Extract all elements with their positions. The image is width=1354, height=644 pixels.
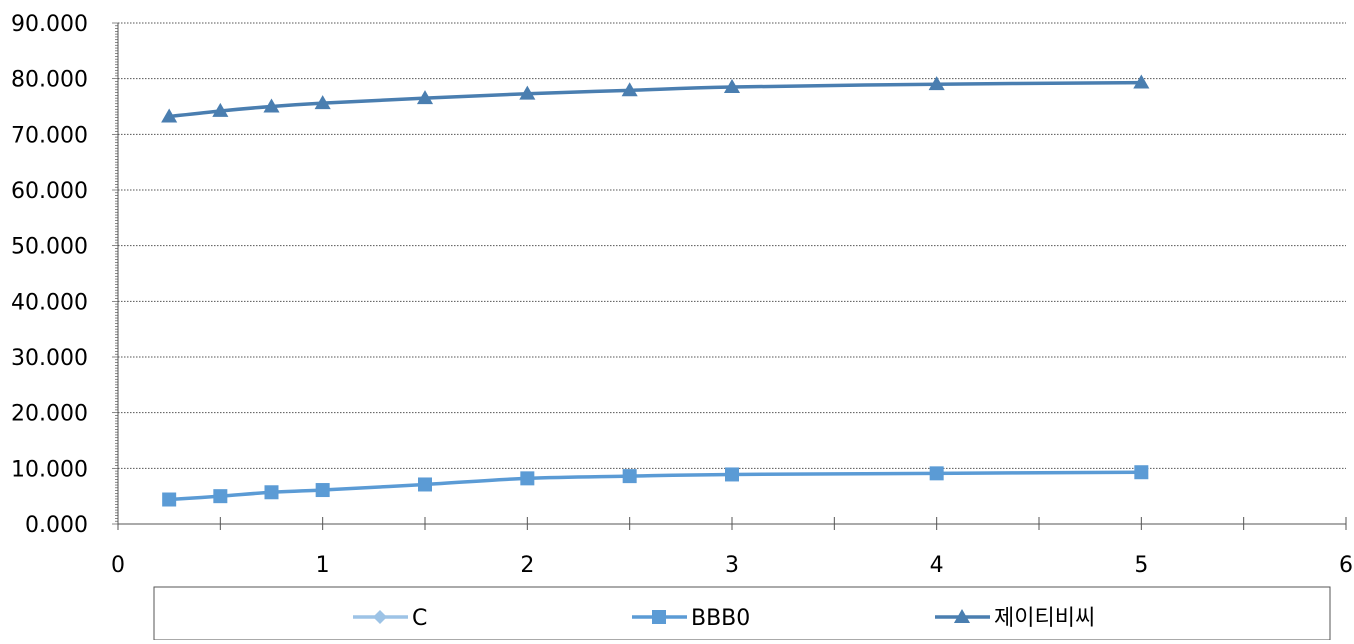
- data-point: [315, 483, 330, 498]
- y-tick-label: 10.000: [11, 457, 88, 482]
- x-tick-label: 1: [316, 553, 330, 578]
- y-tick-label: 70.000: [11, 123, 88, 148]
- legend-label: 제이티비씨: [994, 606, 1095, 631]
- y-tick-label: 20.000: [11, 402, 88, 427]
- x-tick-label: 3: [725, 553, 739, 578]
- series-2: [162, 465, 1149, 507]
- y-tick-label: 60.000: [11, 179, 88, 204]
- data-point: [212, 102, 229, 117]
- data-point: [162, 492, 177, 507]
- data-point: [622, 469, 637, 484]
- data-point: [928, 76, 945, 91]
- x-tick-label: 6: [1339, 553, 1353, 578]
- y-tick-label: 50.000: [11, 235, 88, 260]
- legend: C BBB0 제이티비씨: [153, 586, 1331, 641]
- data-point: [1133, 74, 1150, 89]
- y-tick-label: 40.000: [11, 290, 88, 315]
- y-axis-tick-labels: 0.000 10.000 20.000 30.000 40.000 50.000 60.00…: [11, 12, 88, 538]
- data-point: [263, 98, 280, 113]
- x-tick-label: 2: [520, 553, 534, 578]
- data-point: [519, 85, 536, 100]
- data-point: [416, 90, 434, 105]
- axes: [112, 22, 1347, 530]
- legend-item: 제이티비씨: [935, 606, 1095, 631]
- legend-marker: [652, 610, 666, 624]
- legend-marker: [373, 610, 387, 624]
- y-tick-label: 0.000: [25, 513, 88, 538]
- data-point: [520, 471, 535, 486]
- data-point: [1134, 465, 1149, 480]
- x-axis-tick-labels: 0 1 2 3 4 5 6: [111, 553, 1353, 578]
- data-point: [213, 489, 228, 504]
- data-point: [264, 485, 279, 500]
- series-line: [169, 470, 1142, 502]
- data-point: [723, 78, 741, 93]
- legend-item: BBB0: [632, 606, 750, 631]
- y-tick-label: 90.000: [11, 12, 88, 37]
- data-point: [161, 108, 178, 123]
- x-tick-label: 4: [930, 553, 944, 578]
- data-point: [418, 477, 432, 492]
- legend-marker: [953, 608, 971, 623]
- x-tick-label: 0: [111, 553, 125, 578]
- data-point: [725, 467, 739, 482]
- y-tick-label: 30.000: [11, 346, 88, 371]
- data-point: [314, 95, 331, 110]
- legend-item: C: [353, 606, 427, 631]
- y-tick-label: 80.000: [11, 68, 88, 93]
- legend-box: [153, 586, 1331, 641]
- data-point: [929, 466, 944, 481]
- legend-label: C: [412, 606, 427, 631]
- series-3: [161, 74, 1150, 123]
- series-line: [168, 80, 1142, 119]
- legend-label: BBB0: [691, 606, 750, 631]
- data-point: [621, 82, 638, 97]
- x-tick-label: 5: [1134, 553, 1148, 578]
- series-group: [161, 74, 1150, 507]
